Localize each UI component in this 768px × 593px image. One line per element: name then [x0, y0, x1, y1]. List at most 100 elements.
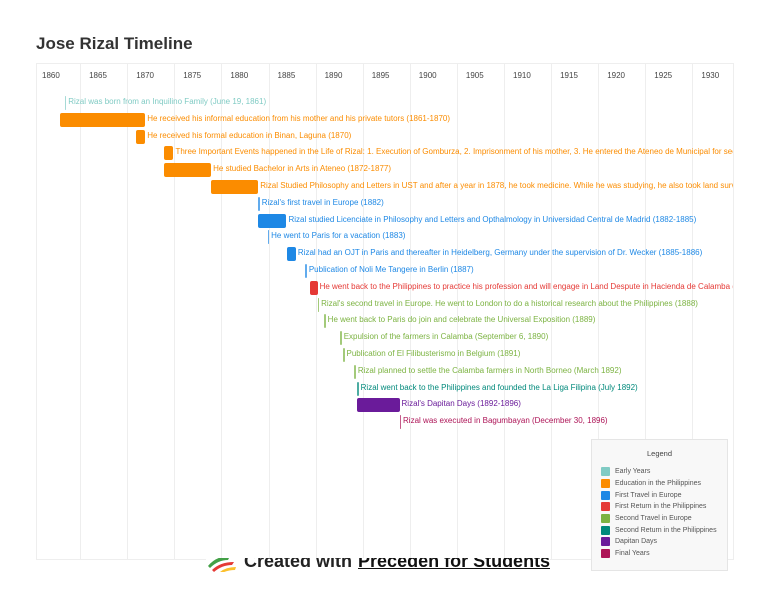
event-bar[interactable]	[64, 96, 67, 110]
event-bar[interactable]	[164, 146, 174, 161]
event-bar[interactable]	[135, 129, 146, 144]
timeline-event[interactable]: Rizal planned to settle the Calamba farm…	[37, 364, 733, 379]
event-bar[interactable]	[317, 297, 320, 312]
gridline	[409, 64, 411, 559]
event-bar[interactable]	[399, 415, 402, 430]
legend-item: Second Travel in Europe	[592, 513, 727, 525]
event-bar[interactable]	[357, 398, 400, 413]
event-bar[interactable]	[340, 331, 342, 346]
legend-item: First Travel in Europe	[592, 489, 727, 501]
legend-item: Final Years	[592, 548, 727, 560]
event-label: He received his formal education in Bina…	[147, 130, 352, 140]
gridline	[598, 64, 600, 559]
legend-item: First Return in the Philippines	[592, 501, 727, 513]
legend-item: Second Return in the Philippines	[592, 524, 727, 536]
timeline-chart: 1860 1865 1870 1875 1880 1885 1890 1895 1900 1905…	[36, 63, 734, 560]
gridline	[315, 64, 317, 559]
page-title: Jose Rizal Timeline	[36, 34, 193, 53]
gridline	[268, 64, 270, 559]
timeline-event[interactable]: Rizal studied Licenciate in Philosophy a…	[37, 213, 733, 228]
event-bar[interactable]	[310, 280, 318, 295]
timeline-event[interactable]: Rizal went back to the Philippines and f…	[37, 381, 733, 396]
legend-swatch	[601, 479, 610, 489]
legend: Legend Early Years Education in the Phili…	[591, 439, 728, 571]
gridline	[456, 64, 458, 559]
gridline	[221, 64, 223, 559]
gridline	[551, 64, 553, 559]
x-tick-label: 1880	[230, 71, 249, 80]
timeline-event[interactable]: Expulsion of the farmers in Calamba (Sep…	[37, 331, 733, 346]
legend-swatch	[601, 490, 610, 500]
timeline-event[interactable]: Rizal was born from an Inquilino Family …	[37, 96, 733, 110]
event-label: Rizal's Dapitan Days (1892-1896)	[401, 399, 521, 409]
event-label: Rizal was executed in Bagumbayan (Decemb…	[403, 416, 608, 426]
x-tick-label: 1865	[89, 71, 107, 80]
timeline-event[interactable]: Rizal's first travel in Europe (1882)	[37, 196, 733, 211]
timeline-event[interactable]: Publication of Noli Me Tangere in Berlin…	[37, 264, 733, 278]
legend-swatch	[601, 549, 610, 559]
legend-label: Final Years	[615, 550, 650, 558]
timeline-event[interactable]: Rizal was executed in Bagumbayan (Decemb…	[37, 415, 733, 430]
legend-swatch	[601, 502, 610, 512]
legend-item: Education in the Philippines	[592, 478, 727, 490]
preceden-logo-icon	[208, 558, 236, 572]
event-bar[interactable]	[286, 247, 296, 262]
timeline-event[interactable]: He studied Bachelor in Arts in Ateneo (1…	[37, 163, 733, 178]
legend-title: Legend	[646, 449, 673, 458]
timeline-event[interactable]: He received his informal education from …	[37, 112, 733, 127]
event-bar[interactable]	[60, 112, 146, 127]
event-bar[interactable]	[343, 348, 345, 362]
event-bar[interactable]	[305, 264, 307, 278]
event-bar[interactable]	[357, 381, 359, 396]
timeline-event[interactable]: Rizal had an OJT in Paris and thereafter…	[37, 247, 733, 262]
event-label: Three Important Events happened in the L…	[175, 147, 734, 157]
timeline-event[interactable]: Rizal's second travel in Europe. He went…	[37, 297, 733, 312]
legend-label: First Return in the Philippines	[615, 503, 707, 511]
gridline	[127, 64, 129, 559]
legend-swatch	[601, 467, 610, 477]
gridline	[692, 64, 694, 559]
event-label: Rizal went back to the Philippines and f…	[360, 382, 638, 392]
event-bar[interactable]	[354, 364, 356, 379]
legend-label: Education in the Philippines	[615, 480, 702, 488]
event-label: Rizal studied Licenciate in Philosophy a…	[288, 214, 697, 224]
legend-label: Dapitan Days	[615, 538, 658, 546]
event-bar[interactable]	[211, 180, 259, 194]
event-bar[interactable]	[164, 163, 212, 178]
x-tick-label: 1890	[324, 71, 343, 80]
timeline-event[interactable]: He went to Paris for a vacation (1883)	[37, 230, 733, 245]
preceden-link[interactable]: Preceden for Students	[358, 550, 551, 571]
event-bar[interactable]	[258, 196, 260, 211]
x-tick-label: 1910	[513, 71, 531, 80]
x-tick-label: 1915	[560, 71, 578, 80]
event-label: Rizal's first travel in Europe (1882)	[261, 197, 384, 207]
timeline-event[interactable]: He went back to the Philippines to pract…	[37, 280, 734, 295]
event-label: Rizal planned to settle the Calamba farm…	[357, 365, 622, 375]
event-bar[interactable]	[258, 213, 287, 228]
legend-label: Second Travel in Europe	[615, 515, 692, 523]
timeline-event[interactable]: He went back to Paris do join and celebr…	[37, 314, 733, 329]
legend-swatch	[601, 537, 610, 547]
x-tick-label: 1885	[277, 71, 296, 80]
x-tick-label: 1900	[418, 71, 437, 80]
timeline-event[interactable]: Rizal's Dapitan Days (1892-1896)	[37, 398, 733, 413]
event-bar[interactable]	[324, 314, 326, 329]
gridline	[504, 64, 505, 559]
event-label: Rizal Studied Philosophy and Letters in …	[260, 181, 734, 190]
legend-item: Early Years	[592, 466, 727, 478]
x-tick-label: 1895	[371, 71, 390, 80]
event-label: He went back to Paris do join and celebr…	[327, 315, 596, 325]
timeline-event[interactable]: Three Important Events happened in the L…	[37, 146, 734, 161]
timeline-event[interactable]: Publication of El Filibusterismo in Belg…	[37, 348, 733, 362]
x-tick-label: 1905	[465, 71, 484, 80]
x-tick-label: 1920	[607, 71, 625, 80]
timeline-event[interactable]: Rizal Studied Philosophy and Letters in …	[37, 180, 733, 194]
event-bar[interactable]	[267, 230, 270, 245]
legend-swatch	[601, 525, 610, 535]
event-label: Expulsion of the farmers in Calamba (Sep…	[343, 332, 549, 342]
event-label: He went back to the Philippines to pract…	[319, 281, 734, 291]
legend-label: First Travel in Europe	[615, 491, 682, 499]
x-tick-label: 1870	[136, 71, 154, 80]
event-label: Rizal had an OJT in Paris and thereafter…	[297, 248, 703, 258]
timeline-event[interactable]: He received his formal education in Bina…	[37, 129, 733, 144]
